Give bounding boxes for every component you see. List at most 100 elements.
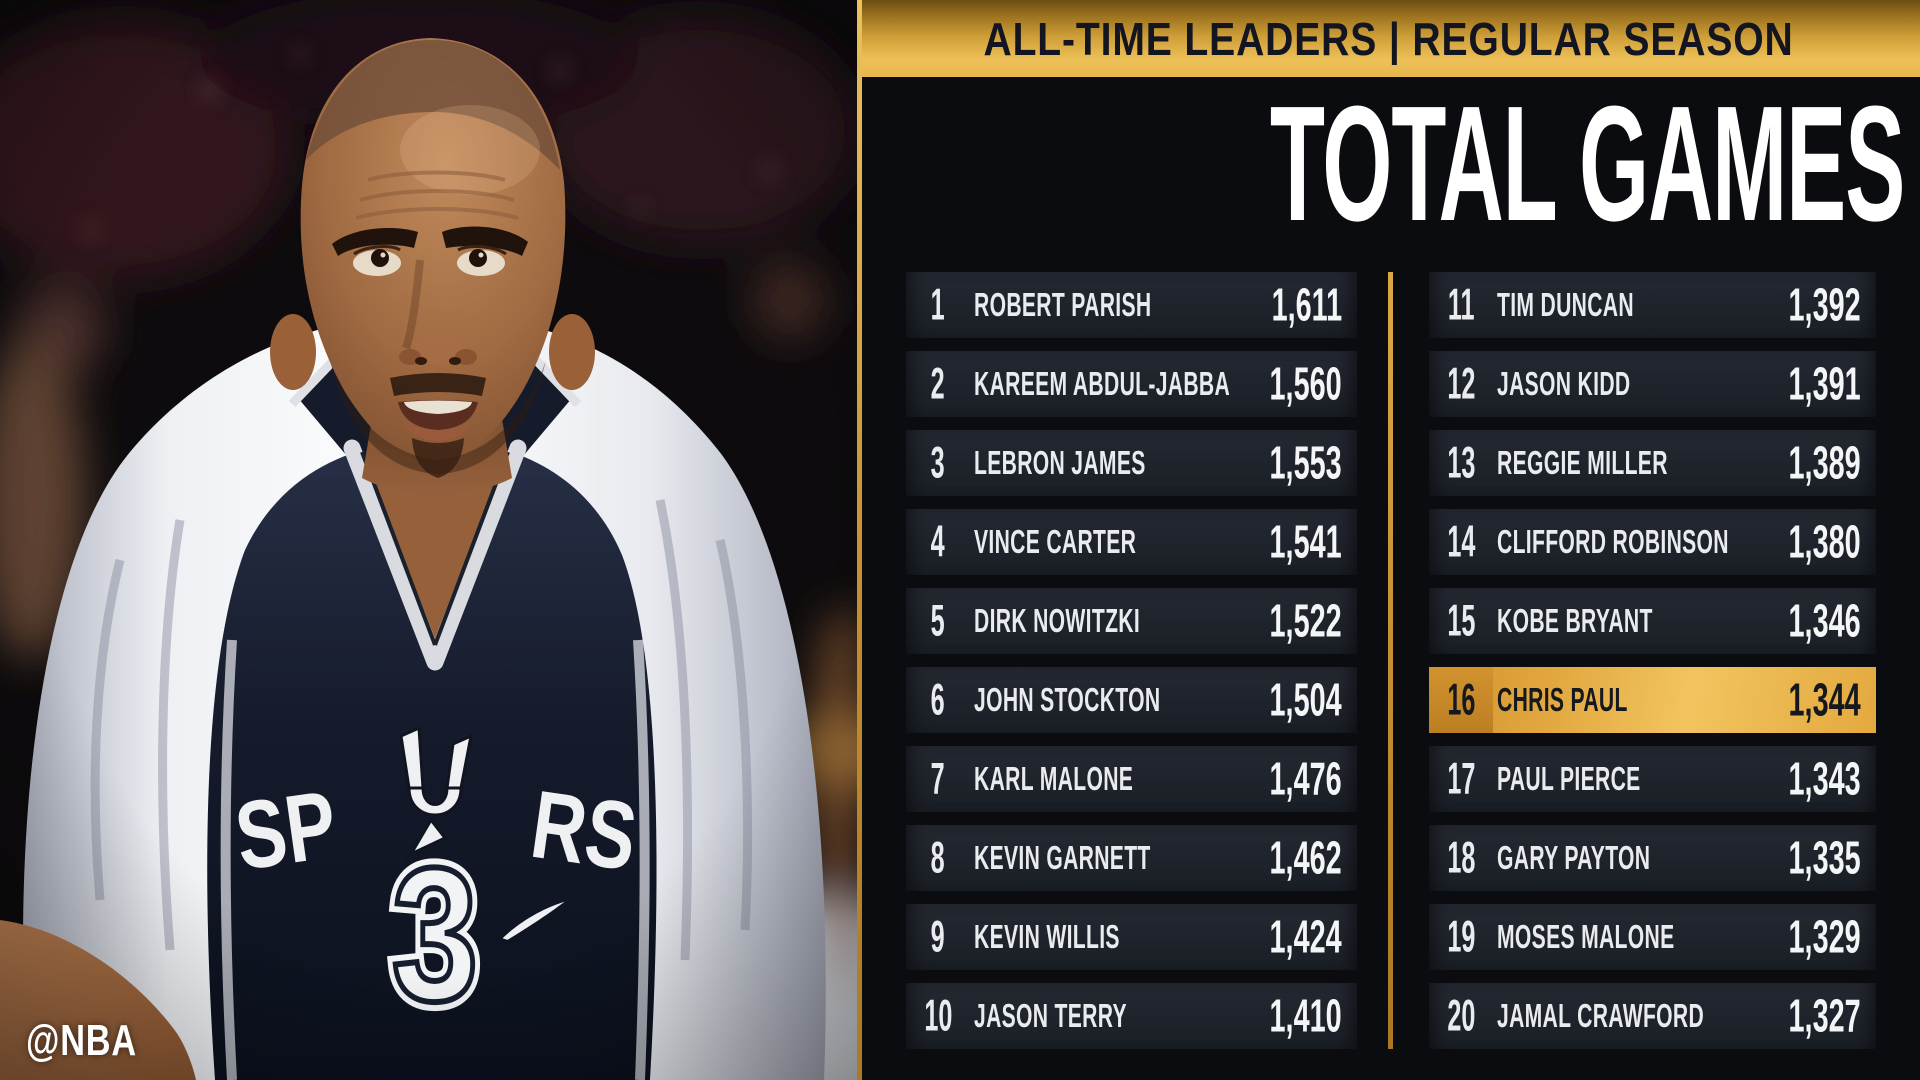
leaderboard-row: 2 KAREEM ABDUL-JABBAR 1,560 <box>906 351 1357 417</box>
player-photo-illustration: SP RS 3 3 <box>0 0 857 1080</box>
rank-cell: 9 <box>906 904 970 970</box>
rank-cell: 13 <box>1429 430 1493 496</box>
games-cell: 1,541 <box>1229 515 1357 568</box>
player-name: KEVIN GARNETT <box>974 839 1151 876</box>
games-cell: 1,391 <box>1748 357 1876 410</box>
rank-number: 19 <box>1446 911 1476 962</box>
rank-cell: 20 <box>1429 983 1493 1049</box>
page-title: TOTAL GAMES PLAYED <box>857 82 1920 246</box>
player-name: TIM DUNCAN <box>1497 286 1634 323</box>
games-value: 1,346 <box>1788 594 1861 647</box>
leaderboard-row: 1 ROBERT PARISH 1,611 <box>906 272 1357 338</box>
leaderboard-row: 11 TIM DUNCAN 1,392 <box>1429 272 1876 338</box>
leaderboard-row: 19 MOSES MALONE 1,329 <box>1429 904 1876 970</box>
player-cell: JAMAL CRAWFORD <box>1493 997 1748 1035</box>
player-name: JASON TERRY <box>974 997 1127 1034</box>
games-value: 1,560 <box>1269 357 1342 410</box>
player-cell: CLIFFORD ROBINSON <box>1493 523 1748 561</box>
games-value: 1,504 <box>1269 673 1342 726</box>
rank-cell: 3 <box>906 430 970 496</box>
leaderboard-row: 9 KEVIN WILLIS 1,424 <box>906 904 1357 970</box>
games-cell: 1,560 <box>1229 357 1357 410</box>
games-value: 1,327 <box>1788 989 1861 1042</box>
player-name: DIRK NOWITZKI <box>974 602 1141 639</box>
games-cell: 1,327 <box>1748 989 1876 1042</box>
games-cell: 1,611 <box>1232 278 1357 331</box>
player-name: JASON KIDD <box>1497 365 1631 402</box>
player-name: GARY PAYTON <box>1497 839 1651 876</box>
rank-cell: 4 <box>906 509 970 575</box>
player-name: VINCE CARTER <box>974 523 1137 560</box>
player-cell: PAUL PIERCE <box>1493 760 1748 798</box>
games-cell: 1,343 <box>1748 752 1876 805</box>
leaderboard-row: 20 JAMAL CRAWFORD 1,327 <box>1429 983 1876 1049</box>
rank-number: 13 <box>1446 437 1476 488</box>
games-cell: 1,462 <box>1229 831 1357 884</box>
player-cell: GARY PAYTON <box>1493 839 1748 877</box>
games-value: 1,329 <box>1788 910 1861 963</box>
rank-cell: 14 <box>1429 509 1493 575</box>
rank-cell: 11 <box>1429 272 1493 338</box>
rank-number: 18 <box>1446 832 1476 883</box>
rank-number: 14 <box>1446 516 1476 567</box>
panel-edge-line <box>857 0 862 1080</box>
games-cell: 1,410 <box>1229 989 1357 1042</box>
rank-number: 7 <box>930 753 945 804</box>
leaderboard-row: 8 KEVIN GARNETT 1,462 <box>906 825 1357 891</box>
player-name: KEVIN WILLIS <box>974 918 1120 955</box>
games-value: 1,462 <box>1269 831 1342 884</box>
player-cell: KAREEM ABDUL-JABBAR <box>970 365 1229 403</box>
leaderboard-row: 16 CHRIS PAUL 1,344 <box>1429 667 1876 733</box>
player-name: LEBRON JAMES <box>974 444 1146 481</box>
leaderboard-row: 17 PAUL PIERCE 1,343 <box>1429 746 1876 812</box>
player-name: CHRIS PAUL <box>1497 681 1628 718</box>
rank-cell: 18 <box>1429 825 1493 891</box>
games-cell: 1,335 <box>1748 831 1876 884</box>
leaderboard-row: 18 GARY PAYTON 1,335 <box>1429 825 1876 891</box>
player-cell: REGGIE MILLER <box>1493 444 1748 482</box>
games-value: 1,522 <box>1269 594 1342 647</box>
player-cell: ROBERT PARISH <box>970 286 1232 324</box>
rank-number: 8 <box>930 832 945 883</box>
rank-cell: 5 <box>906 588 970 654</box>
player-name: JAMAL CRAWFORD <box>1497 997 1705 1034</box>
rank-number: 5 <box>930 595 945 646</box>
page-title-text: TOTAL GAMES PLAYED <box>1269 72 1920 255</box>
rank-number: 9 <box>930 911 945 962</box>
games-value: 1,389 <box>1788 436 1861 489</box>
player-cell: JASON KIDD <box>1493 365 1748 403</box>
games-value: 1,410 <box>1269 989 1342 1042</box>
rank-number: 10 <box>923 990 953 1041</box>
games-value: 1,424 <box>1269 910 1342 963</box>
player-name: CLIFFORD ROBINSON <box>1497 523 1729 560</box>
vignette <box>0 0 857 1080</box>
games-value: 1,476 <box>1269 752 1342 805</box>
rank-number: 11 <box>1447 279 1475 330</box>
player-cell: VINCE CARTER <box>970 523 1229 561</box>
player-name: ROBERT PARISH <box>974 286 1152 323</box>
games-cell: 1,344 <box>1748 673 1876 726</box>
games-cell: 1,380 <box>1748 515 1876 568</box>
games-value: 1,611 <box>1271 278 1342 331</box>
player-cell: JOHN STOCKTON <box>970 681 1229 719</box>
games-cell: 1,329 <box>1748 910 1876 963</box>
player-cell: MOSES MALONE <box>1493 918 1748 956</box>
games-value: 1,343 <box>1788 752 1861 805</box>
games-value: 1,392 <box>1788 278 1861 331</box>
rank-cell: 16 <box>1429 667 1493 733</box>
rank-number: 12 <box>1446 358 1476 409</box>
leaderboard-row: 10 JASON TERRY 1,410 <box>906 983 1357 1049</box>
player-cell: CHRIS PAUL <box>1493 681 1748 719</box>
rank-number: 4 <box>930 516 945 567</box>
games-cell: 1,522 <box>1229 594 1357 647</box>
games-cell: 1,476 <box>1229 752 1357 805</box>
games-cell: 1,424 <box>1229 910 1357 963</box>
rank-number: 16 <box>1446 674 1476 725</box>
watermark: @NBA <box>26 1016 137 1065</box>
leaderboard-row: 6 JOHN STOCKTON 1,504 <box>906 667 1357 733</box>
player-cell: KEVIN WILLIS <box>970 918 1229 956</box>
player-cell: TIM DUNCAN <box>1493 286 1748 324</box>
player-name: KOBE BRYANT <box>1497 602 1653 639</box>
rank-cell: 15 <box>1429 588 1493 654</box>
rank-cell: 6 <box>906 667 970 733</box>
